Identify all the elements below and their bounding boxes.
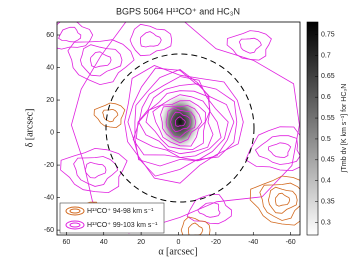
contour-line: [124, 65, 244, 184]
y-tick-label: 60: [46, 32, 54, 39]
beam-circle: [105, 53, 255, 203]
contour-line: [274, 192, 291, 207]
legend: [59, 202, 165, 234]
contour-line: [238, 37, 262, 54]
contour-line: [89, 51, 112, 68]
colorbar-tick-label: 0.45: [321, 157, 335, 164]
colorbar-tick-label: 0.4: [321, 178, 331, 185]
legend-label: H¹³CO⁺ 99-103 km s⁻¹: [87, 222, 158, 229]
contour-line: [226, 30, 272, 61]
contour-line: [259, 182, 300, 221]
colorbar-tick-label: 0.35: [321, 198, 335, 205]
x-tick-label: -20: [211, 239, 221, 246]
x-tick-label: 20: [137, 239, 145, 246]
x-tick-label: -40: [248, 239, 258, 246]
contour-line: [79, 44, 123, 77]
contour-line: [60, 147, 128, 194]
y-tick-label: -20: [44, 162, 54, 169]
contour-line: [165, 107, 197, 138]
x-tick-label: 40: [100, 239, 108, 246]
x-tick-label: -60: [286, 239, 296, 246]
colorbar-tick-label: 0.55: [321, 115, 335, 122]
y-tick-label: 0: [50, 129, 54, 136]
contour-line: [93, 102, 126, 129]
colorbar-tick-label: 0.3: [321, 219, 331, 226]
contour-line: [129, 23, 173, 57]
contour-line: [58, 26, 82, 43]
legend-swatch: [65, 220, 85, 230]
contour-line: [170, 111, 191, 133]
y-tick-label: -40: [44, 194, 54, 201]
contour-line: [135, 83, 222, 158]
contour-line: [57, 22, 94, 50]
colorbar-tick-label: 0.6: [321, 94, 331, 101]
colorbar: [306, 21, 319, 236]
contour-line: [152, 100, 206, 147]
legend-swatch: [69, 222, 81, 228]
x-tick-label: 0: [177, 239, 181, 246]
legend-swatch: [65, 206, 85, 216]
colorbar-title: ∫Tmb dv [K km s⁻¹] for HC₃N: [341, 84, 348, 174]
contour-line: [180, 216, 211, 235]
legend-swatch: [69, 208, 81, 214]
contour-line: [175, 116, 186, 127]
contour-line: [127, 67, 238, 177]
contour-line: [187, 222, 204, 235]
legend-label: H¹³CO⁺ 94-98 km s⁻¹: [87, 208, 154, 215]
colorbar-tick-label: 0.75: [321, 31, 335, 38]
contour-line: [160, 104, 203, 144]
y-tick-label: 20: [46, 97, 54, 104]
contour-line: [102, 108, 119, 123]
colorbar-tick-label: 0.7: [321, 52, 331, 59]
contour-line: [249, 175, 300, 226]
contour-line: [73, 156, 119, 187]
contour-line: [67, 39, 135, 86]
y-tick-label: 40: [46, 64, 54, 71]
chart-title: BGPS 5064 H¹³CO⁺ and HC₃N: [116, 6, 240, 16]
contour-line: [254, 135, 300, 165]
colorbar-tick-label: 0.5: [321, 136, 331, 143]
contour-line: [245, 126, 300, 172]
y-tick-label: -60: [44, 227, 54, 234]
contour-line: [145, 94, 211, 151]
contour-line: [140, 31, 162, 48]
contour-line: [267, 186, 298, 214]
contour-line: [186, 194, 232, 225]
contour-line: [70, 22, 300, 234]
x-tick-label: 60: [62, 239, 70, 246]
x-axis-title: α [arcsec]: [158, 246, 197, 257]
colorbar-tick-label: 0.65: [321, 73, 335, 80]
contour-line: [84, 161, 107, 179]
contour-line: [268, 142, 292, 158]
y-axis-title: δ [arcsec]: [24, 109, 35, 148]
